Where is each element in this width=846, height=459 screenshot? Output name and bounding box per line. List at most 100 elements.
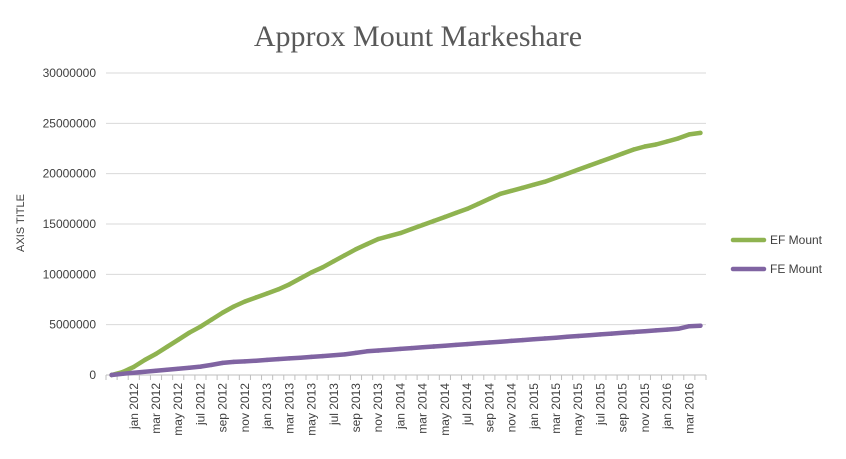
y-tick-label: 20000000 <box>43 167 97 181</box>
data-point-fe-mount <box>487 340 492 345</box>
data-point-fe-mount <box>453 342 459 348</box>
data-point-ef-mount <box>676 136 681 141</box>
data-point-fe-mount <box>187 365 192 370</box>
legend-label: FE Mount <box>770 262 823 276</box>
x-tick-label: jan 2014 <box>393 383 407 430</box>
x-tick-label: jul 2012 <box>193 383 207 426</box>
data-point-fe-mount <box>253 358 259 363</box>
data-point-fe-mount <box>653 328 659 333</box>
data-point-ef-mount <box>542 179 548 184</box>
data-point-fe-mount <box>198 364 203 369</box>
data-point-fe-mount <box>431 344 436 349</box>
data-point-ef-mount <box>331 259 336 264</box>
data-point-fe-mount <box>342 352 348 357</box>
data-point-ef-mount <box>520 185 525 190</box>
x-tick-label: jan 2015 <box>527 383 541 430</box>
y-tick-label: 15000000 <box>43 217 97 231</box>
data-point-fe-mount <box>120 371 125 376</box>
data-point-ef-mount <box>476 201 481 207</box>
data-point-fe-mount <box>464 341 470 347</box>
data-point-ef-mount <box>187 330 192 335</box>
data-point-fe-mount <box>353 350 359 356</box>
data-point-ef-mount <box>320 265 325 270</box>
data-point-ef-mount <box>198 324 203 329</box>
x-tick-label: nov 2012 <box>238 383 252 433</box>
data-point-fe-mount <box>520 337 525 343</box>
data-point-fe-mount <box>376 348 381 353</box>
x-tick-label: mar 2015 <box>549 383 563 434</box>
data-point-fe-mount <box>420 345 425 350</box>
x-tick-label: mar 2012 <box>149 383 163 434</box>
data-point-ef-mount <box>664 139 670 144</box>
data-point-ef-mount <box>142 357 148 363</box>
data-point-ef-mount <box>598 159 603 164</box>
data-point-fe-mount <box>142 369 148 374</box>
data-point-fe-mount <box>609 331 614 336</box>
x-tick-label: nov 2015 <box>638 383 652 433</box>
x-tick-label: may 2014 <box>438 383 452 436</box>
data-point-fe-mount <box>598 332 603 337</box>
y-axis-title: AXIS TITLE <box>15 194 27 252</box>
x-tick-label: mar 2016 <box>682 383 696 434</box>
data-point-fe-mount <box>398 346 403 352</box>
x-axis: jan 2012 mar 2012 may 2012 jul 2012 sep 2012… <box>105 375 707 436</box>
data-point-ef-mount <box>453 210 459 216</box>
data-point-fe-mount <box>209 362 214 368</box>
data-point-fe-mount <box>276 356 281 362</box>
data-point-ef-mount <box>498 191 503 196</box>
y-tick-label: 25000000 <box>43 116 97 130</box>
data-point-fe-mount <box>620 330 625 336</box>
x-tick-label: mar 2013 <box>282 383 296 434</box>
data-point-ef-mount <box>620 151 625 156</box>
data-point-fe-mount <box>331 353 336 358</box>
y-tick-label: 30000000 <box>43 66 97 80</box>
data-point-ef-mount <box>342 253 348 258</box>
data-point-ef-mount <box>687 132 692 137</box>
data-point-fe-mount <box>231 359 236 365</box>
data-point-ef-mount <box>509 188 514 193</box>
data-point-fe-mount <box>409 345 414 351</box>
data-point-ef-mount <box>464 206 470 212</box>
data-point-ef-mount <box>631 147 636 152</box>
data-point-ef-mount <box>398 230 403 236</box>
x-tick-label: may 2012 <box>171 383 185 436</box>
data-point-fe-mount <box>687 323 692 329</box>
data-point-fe-mount <box>320 353 325 359</box>
data-point-fe-mount <box>664 327 670 332</box>
data-point-fe-mount <box>476 341 481 346</box>
x-tick-label: nov 2013 <box>371 383 385 433</box>
series-lines <box>109 130 703 378</box>
y-axis-ticks: 0 5000000 10000000 15000000 20000000 25000000… <box>43 66 97 382</box>
x-tick-label: jul 2014 <box>460 383 474 426</box>
data-point-ef-mount <box>364 241 370 247</box>
data-point-ef-mount <box>276 287 281 292</box>
data-point-fe-mount <box>220 360 225 366</box>
x-tick-label: jan 2012 <box>127 383 141 430</box>
data-point-fe-mount <box>264 357 270 363</box>
y-tick-label: 0 <box>89 368 96 382</box>
data-point-fe-mount <box>509 338 514 344</box>
data-point-fe-mount <box>131 370 136 375</box>
data-point-fe-mount <box>242 359 248 364</box>
data-point-ef-mount <box>487 196 492 202</box>
data-point-fe-mount <box>631 329 636 335</box>
x-tick-label: jan 2013 <box>260 383 274 430</box>
x-tick-label: mar 2014 <box>416 383 430 434</box>
data-point-ef-mount <box>298 276 303 281</box>
x-tick-label: jul 2013 <box>327 383 341 426</box>
data-point-fe-mount <box>387 347 392 352</box>
data-point-ef-mount <box>553 175 559 180</box>
data-point-fe-mount <box>109 372 114 378</box>
series-line-ef-mount <box>109 130 703 378</box>
data-point-ef-mount <box>409 226 414 232</box>
data-point-ef-mount <box>387 233 392 239</box>
data-point-ef-mount <box>531 182 536 187</box>
x-tick-label: nov 2014 <box>505 383 519 433</box>
x-tick-label: jul 2015 <box>593 383 607 426</box>
data-point-fe-mount <box>564 334 570 340</box>
x-tick-label: may 2015 <box>571 383 585 436</box>
data-point-fe-mount <box>531 337 536 342</box>
x-tick-label: sep 2013 <box>349 383 363 433</box>
data-point-ef-mount <box>587 163 592 168</box>
